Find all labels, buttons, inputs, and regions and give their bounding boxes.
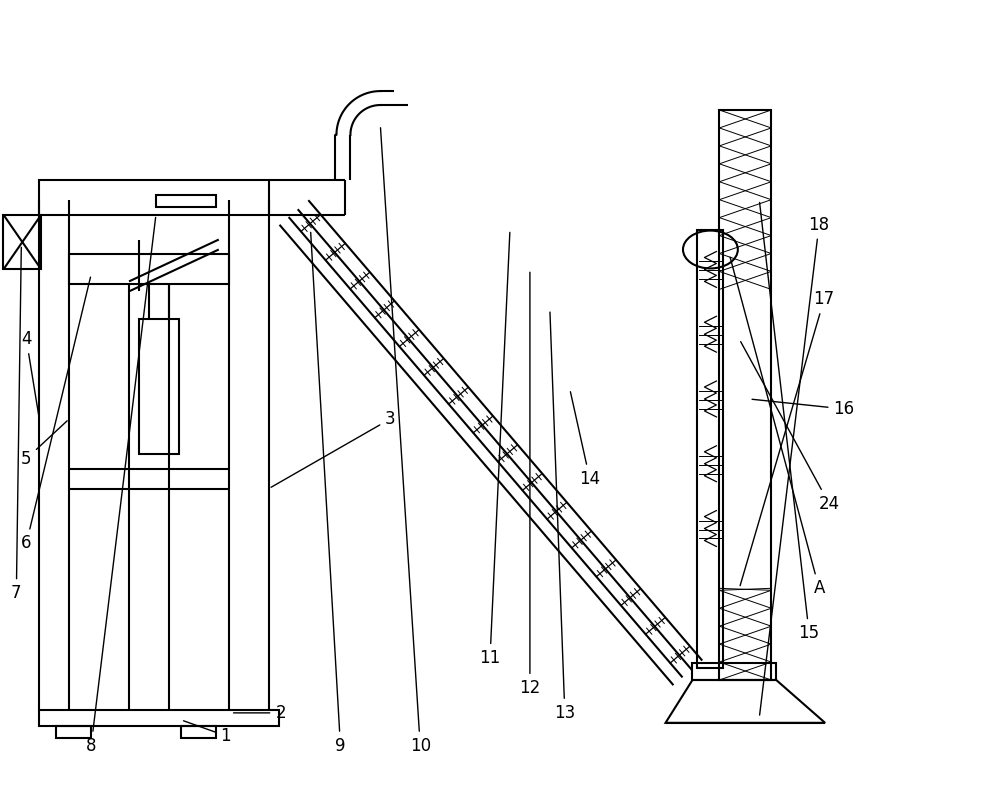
Text: 17: 17 <box>740 290 835 585</box>
Bar <box>39 710 279 726</box>
Bar <box>3 215 41 269</box>
Text: 16: 16 <box>752 399 855 418</box>
Text: 3: 3 <box>271 410 396 488</box>
Bar <box>56 726 91 738</box>
Bar <box>719 110 771 680</box>
Bar <box>692 663 776 680</box>
Text: 2: 2 <box>234 704 286 722</box>
Text: 8: 8 <box>86 218 156 755</box>
Bar <box>181 726 216 738</box>
Text: 15: 15 <box>760 203 820 642</box>
Text: 14: 14 <box>570 391 600 488</box>
Text: 1: 1 <box>184 721 231 745</box>
Text: A: A <box>730 257 825 597</box>
Bar <box>139 320 179 454</box>
Text: 10: 10 <box>381 128 431 755</box>
Bar <box>697 230 723 668</box>
Text: 7: 7 <box>11 247 22 602</box>
Text: 5: 5 <box>21 421 67 468</box>
Bar <box>39 180 269 215</box>
Text: 24: 24 <box>741 342 840 513</box>
Text: 6: 6 <box>21 277 90 552</box>
Text: 11: 11 <box>479 232 510 667</box>
Text: 18: 18 <box>760 215 830 715</box>
Text: 13: 13 <box>550 312 575 722</box>
Text: 12: 12 <box>519 272 541 697</box>
Text: 4: 4 <box>21 330 39 416</box>
Bar <box>156 195 216 207</box>
Text: 9: 9 <box>311 232 346 755</box>
Bar <box>69 255 229 284</box>
